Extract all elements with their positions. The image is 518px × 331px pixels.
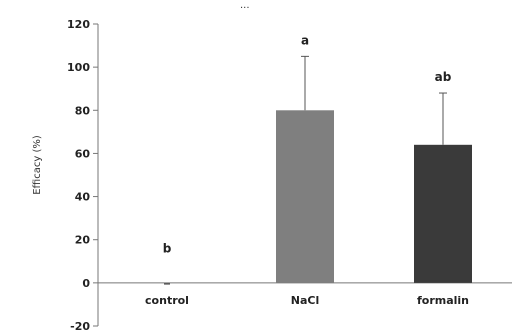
y-tick-label: 0	[82, 277, 90, 290]
category-label-control: control	[145, 294, 189, 307]
y-tick-label: 40	[75, 191, 91, 204]
bar-formalin	[414, 144, 472, 283]
y-axis-ticks: -20 0 20 40 60 80 100 120	[67, 18, 98, 331]
error-bars-group	[301, 55, 447, 145]
category-label-NaCl: NaCl	[291, 294, 319, 307]
chart-header-fragment: ...	[240, 0, 250, 11]
y-tick-label: 20	[75, 234, 91, 247]
y-tick-label: -20	[70, 320, 90, 331]
category-label-formalin: formalin	[417, 294, 469, 307]
category-labels: control NaCl formalin	[145, 294, 469, 307]
significance-letter-NaCl: a	[301, 33, 309, 47]
y-tick-label: 80	[75, 104, 91, 117]
bar-NaCl	[276, 110, 334, 283]
significance-letter-formalin: ab	[435, 70, 452, 84]
y-tick-label: 60	[75, 147, 91, 160]
y-tick-label: 120	[67, 18, 90, 31]
significance-letter-control: b	[163, 242, 172, 256]
bars-group	[164, 110, 472, 285]
y-tick-label: 100	[67, 61, 90, 74]
y-axis-title: Efficacy (%)	[32, 135, 43, 195]
significance-letters: b a ab	[163, 33, 452, 255]
